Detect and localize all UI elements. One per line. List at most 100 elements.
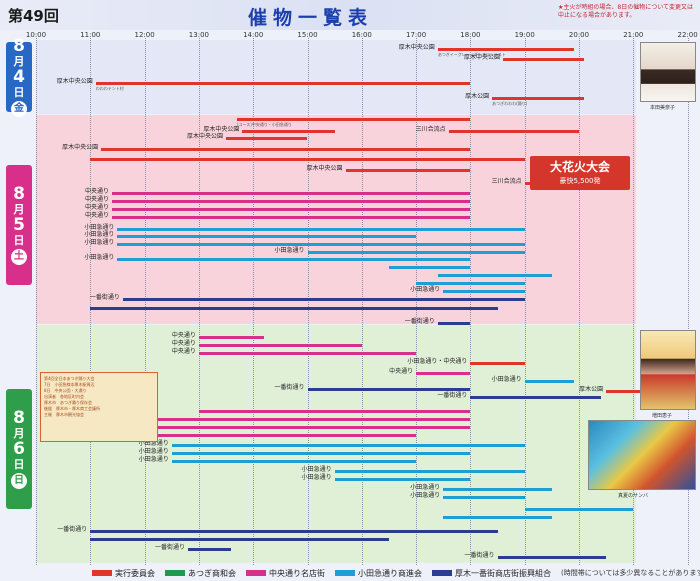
event-location: 厚木中央公園 — [398, 44, 435, 51]
time-label: 10:00 — [25, 31, 47, 39]
header: 第49回 催物一覧表 ★主火が時組の場合、8日の催物について変更又は中止になる場… — [0, 0, 700, 30]
event-location: 小田急通り — [84, 224, 115, 231]
event-bar — [497, 556, 607, 559]
event-bar — [188, 548, 232, 551]
grid-line — [307, 38, 309, 565]
event-location: 小田急通り — [301, 466, 332, 473]
event-location: 三川合流点 — [491, 178, 522, 185]
grid-line — [687, 38, 689, 565]
notice-line: 7日 小田急線本厚木駅周辺 — [44, 382, 95, 387]
event-location: 小田急通り — [301, 474, 332, 481]
event-bar — [416, 282, 525, 285]
event-bar — [470, 362, 525, 365]
event-bar — [90, 530, 498, 533]
time-label: 17:00 — [406, 31, 427, 39]
event-note: あつぎわわわ(踊り) — [492, 101, 528, 106]
event-bar — [198, 336, 265, 339]
notice-box: 第4回全日本あつぎ踊り大会 7日 小田急線本厚木駅周辺 8日 中央公園・大通り 出演者… — [40, 372, 158, 442]
event-location: 厚木中央公園 — [62, 144, 99, 151]
singer-photo-1 — [640, 42, 696, 102]
event-bar — [95, 82, 471, 85]
legend-label: あつぎ商和会 — [188, 568, 236, 578]
day-tab-text: 8 — [13, 408, 25, 428]
legend-item: 実行委員会 — [92, 568, 155, 579]
event-location: 小田急通り — [84, 239, 115, 246]
legend-label: 厚木一番街商店街振興組合 — [455, 568, 551, 578]
header-note: ★主火が時組の場合、8日の催物について変更又は中止になる場合があります。 — [558, 4, 694, 19]
event-bar — [112, 192, 471, 195]
event-location: 一番街通り — [464, 552, 495, 559]
day-tab-text: 日 — [13, 458, 25, 471]
time-label: 15:00 — [297, 31, 318, 39]
event-location: 一番街通り — [57, 526, 88, 533]
grid-line — [524, 38, 526, 565]
event-bar — [90, 538, 389, 541]
legend-label: 中央通り名店街 — [269, 568, 325, 578]
event-bar — [117, 235, 417, 238]
event-bar — [443, 290, 525, 293]
event-location: 厚木中央公園 — [56, 78, 93, 85]
event-location: 小田急通り — [274, 247, 305, 254]
grid-line — [579, 38, 580, 565]
event-bar — [117, 258, 471, 261]
day-section — [36, 40, 636, 114]
grid-line — [470, 38, 472, 565]
day-tab-text: 日 — [11, 473, 27, 489]
day-section — [36, 115, 636, 324]
fireworks-title: 大花火大会 — [549, 160, 610, 174]
samba-photo — [588, 420, 696, 490]
event-location: 小田急通り — [84, 254, 115, 261]
event-location: 小田急通り — [410, 492, 441, 499]
time-label: 18:00 — [460, 31, 481, 39]
event-bar — [112, 200, 471, 203]
legend-item: 厚木一番街商店街振興組合 — [432, 568, 551, 579]
event-bar — [334, 470, 525, 473]
legend-swatch — [165, 570, 185, 576]
notice-line: 第4回全日本あつぎ踊り大会 — [44, 376, 95, 381]
event-location: 小田急通り — [410, 484, 441, 491]
event-bar — [524, 380, 574, 383]
event-location: 厚木中央公園 — [203, 126, 240, 133]
event-bar — [106, 418, 471, 421]
event-location: 中央通り — [85, 188, 110, 195]
event-bar — [388, 266, 471, 269]
event-bar — [334, 478, 471, 481]
event-bar — [90, 158, 525, 161]
event-bar — [492, 97, 585, 100]
event-bar — [198, 344, 362, 347]
time-label: 21:00 — [623, 31, 644, 39]
time-label: 20:00 — [568, 31, 590, 39]
event-bar — [443, 496, 525, 499]
event-note: あつぎイーグレー・ダンスコンテスト — [437, 52, 506, 57]
event-bar — [112, 216, 471, 219]
event-bar — [524, 508, 634, 511]
event-location: 厚木中央公園 — [187, 133, 224, 140]
event-bar — [171, 452, 471, 455]
day-tab-text: 日 — [13, 86, 25, 99]
event-location: 厚木中央公園 — [306, 165, 343, 172]
event-location: 中央通り — [171, 340, 196, 347]
page-title: 催物一覧表 — [248, 7, 374, 29]
event-location: 中央通り — [389, 368, 414, 375]
event-bar — [437, 322, 471, 325]
event-bar — [171, 444, 525, 447]
notice-line: 8日 中央公園・大通り — [44, 388, 87, 393]
legend-note: (時間帯については多少異なることがあります) — [561, 569, 700, 577]
fireworks-subtitle: 豪快5,500発 — [559, 177, 601, 185]
day-tab-text: 月 — [13, 202, 25, 216]
day-tab-text: 金 — [11, 101, 27, 117]
day-tab-text: 土 — [11, 248, 27, 265]
legend-item: 小田急通り商進会 — [335, 568, 422, 579]
time-label: 19:00 — [514, 31, 535, 39]
notice-line: 出演者 各地区町内会 — [44, 394, 84, 399]
event-bar — [101, 148, 471, 151]
grid-line — [416, 38, 418, 565]
legend-swatch — [335, 570, 355, 576]
day-tab-text: 月 — [13, 55, 25, 68]
notice-line: 後援 厚木市・厚木商工会議所 — [44, 406, 100, 411]
event-bar — [198, 410, 471, 413]
event-location: 一番街通り — [274, 384, 305, 391]
singer-photo-2 — [640, 330, 696, 410]
event-bar — [443, 488, 552, 491]
